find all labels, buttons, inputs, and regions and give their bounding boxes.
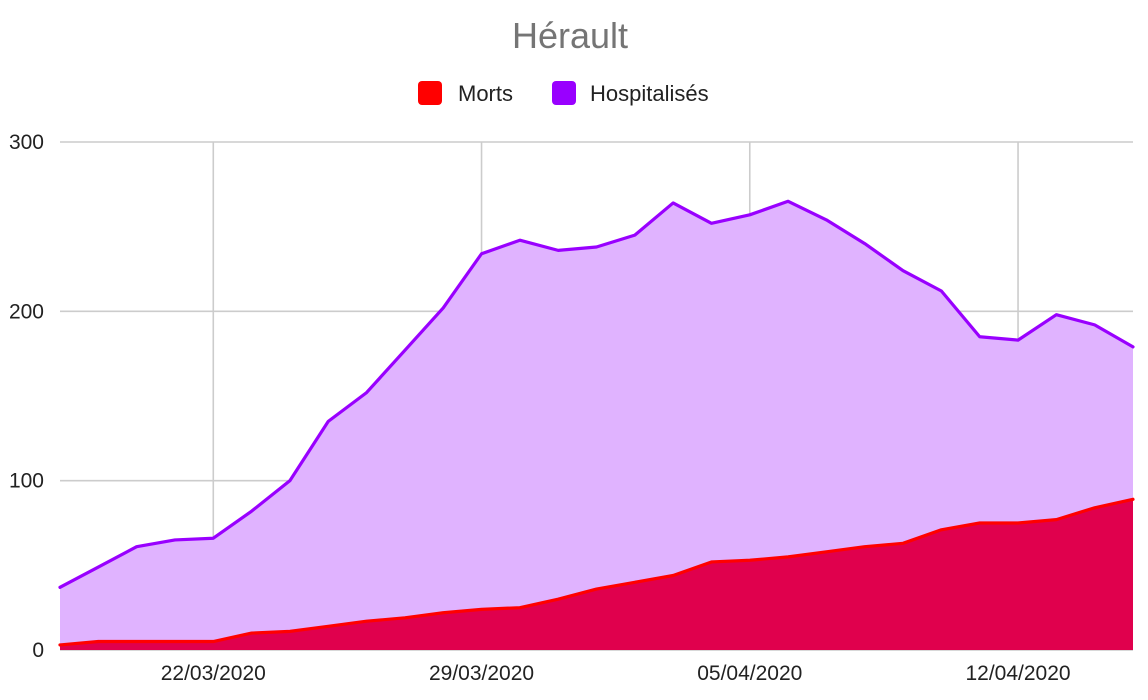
- x-tick-label: 29/03/2020: [429, 662, 534, 685]
- legend-swatch-0: [418, 81, 442, 105]
- series-lines: [58, 199, 1135, 647]
- x-tick-label: 05/04/2020: [697, 662, 802, 685]
- x-tick-label: 12/04/2020: [965, 662, 1070, 685]
- legend: Morts Hospitalisés: [418, 81, 709, 106]
- legend-label-0: Morts: [458, 81, 513, 106]
- series-areas: [60, 201, 1133, 650]
- legend-label-1: Hospitalisés: [590, 81, 709, 106]
- legend-swatch-1: [552, 81, 576, 105]
- chart-title: Hérault: [512, 15, 628, 56]
- axis-labels: 0 100 200 300 22/03/2020 29/03/2020 05/04/2020…: [9, 131, 1071, 685]
- series-line-1: [58, 199, 1135, 589]
- y-tick-label: 300: [9, 131, 44, 154]
- series-area-1: [60, 201, 1133, 650]
- y-tick-label: 200: [9, 300, 44, 323]
- series-area-0: [60, 499, 1133, 650]
- x-tick-label: 22/03/2020: [161, 662, 266, 685]
- y-tick-label: 0: [32, 639, 44, 662]
- y-tick-label: 100: [9, 470, 44, 493]
- series-line-0: [58, 497, 1135, 647]
